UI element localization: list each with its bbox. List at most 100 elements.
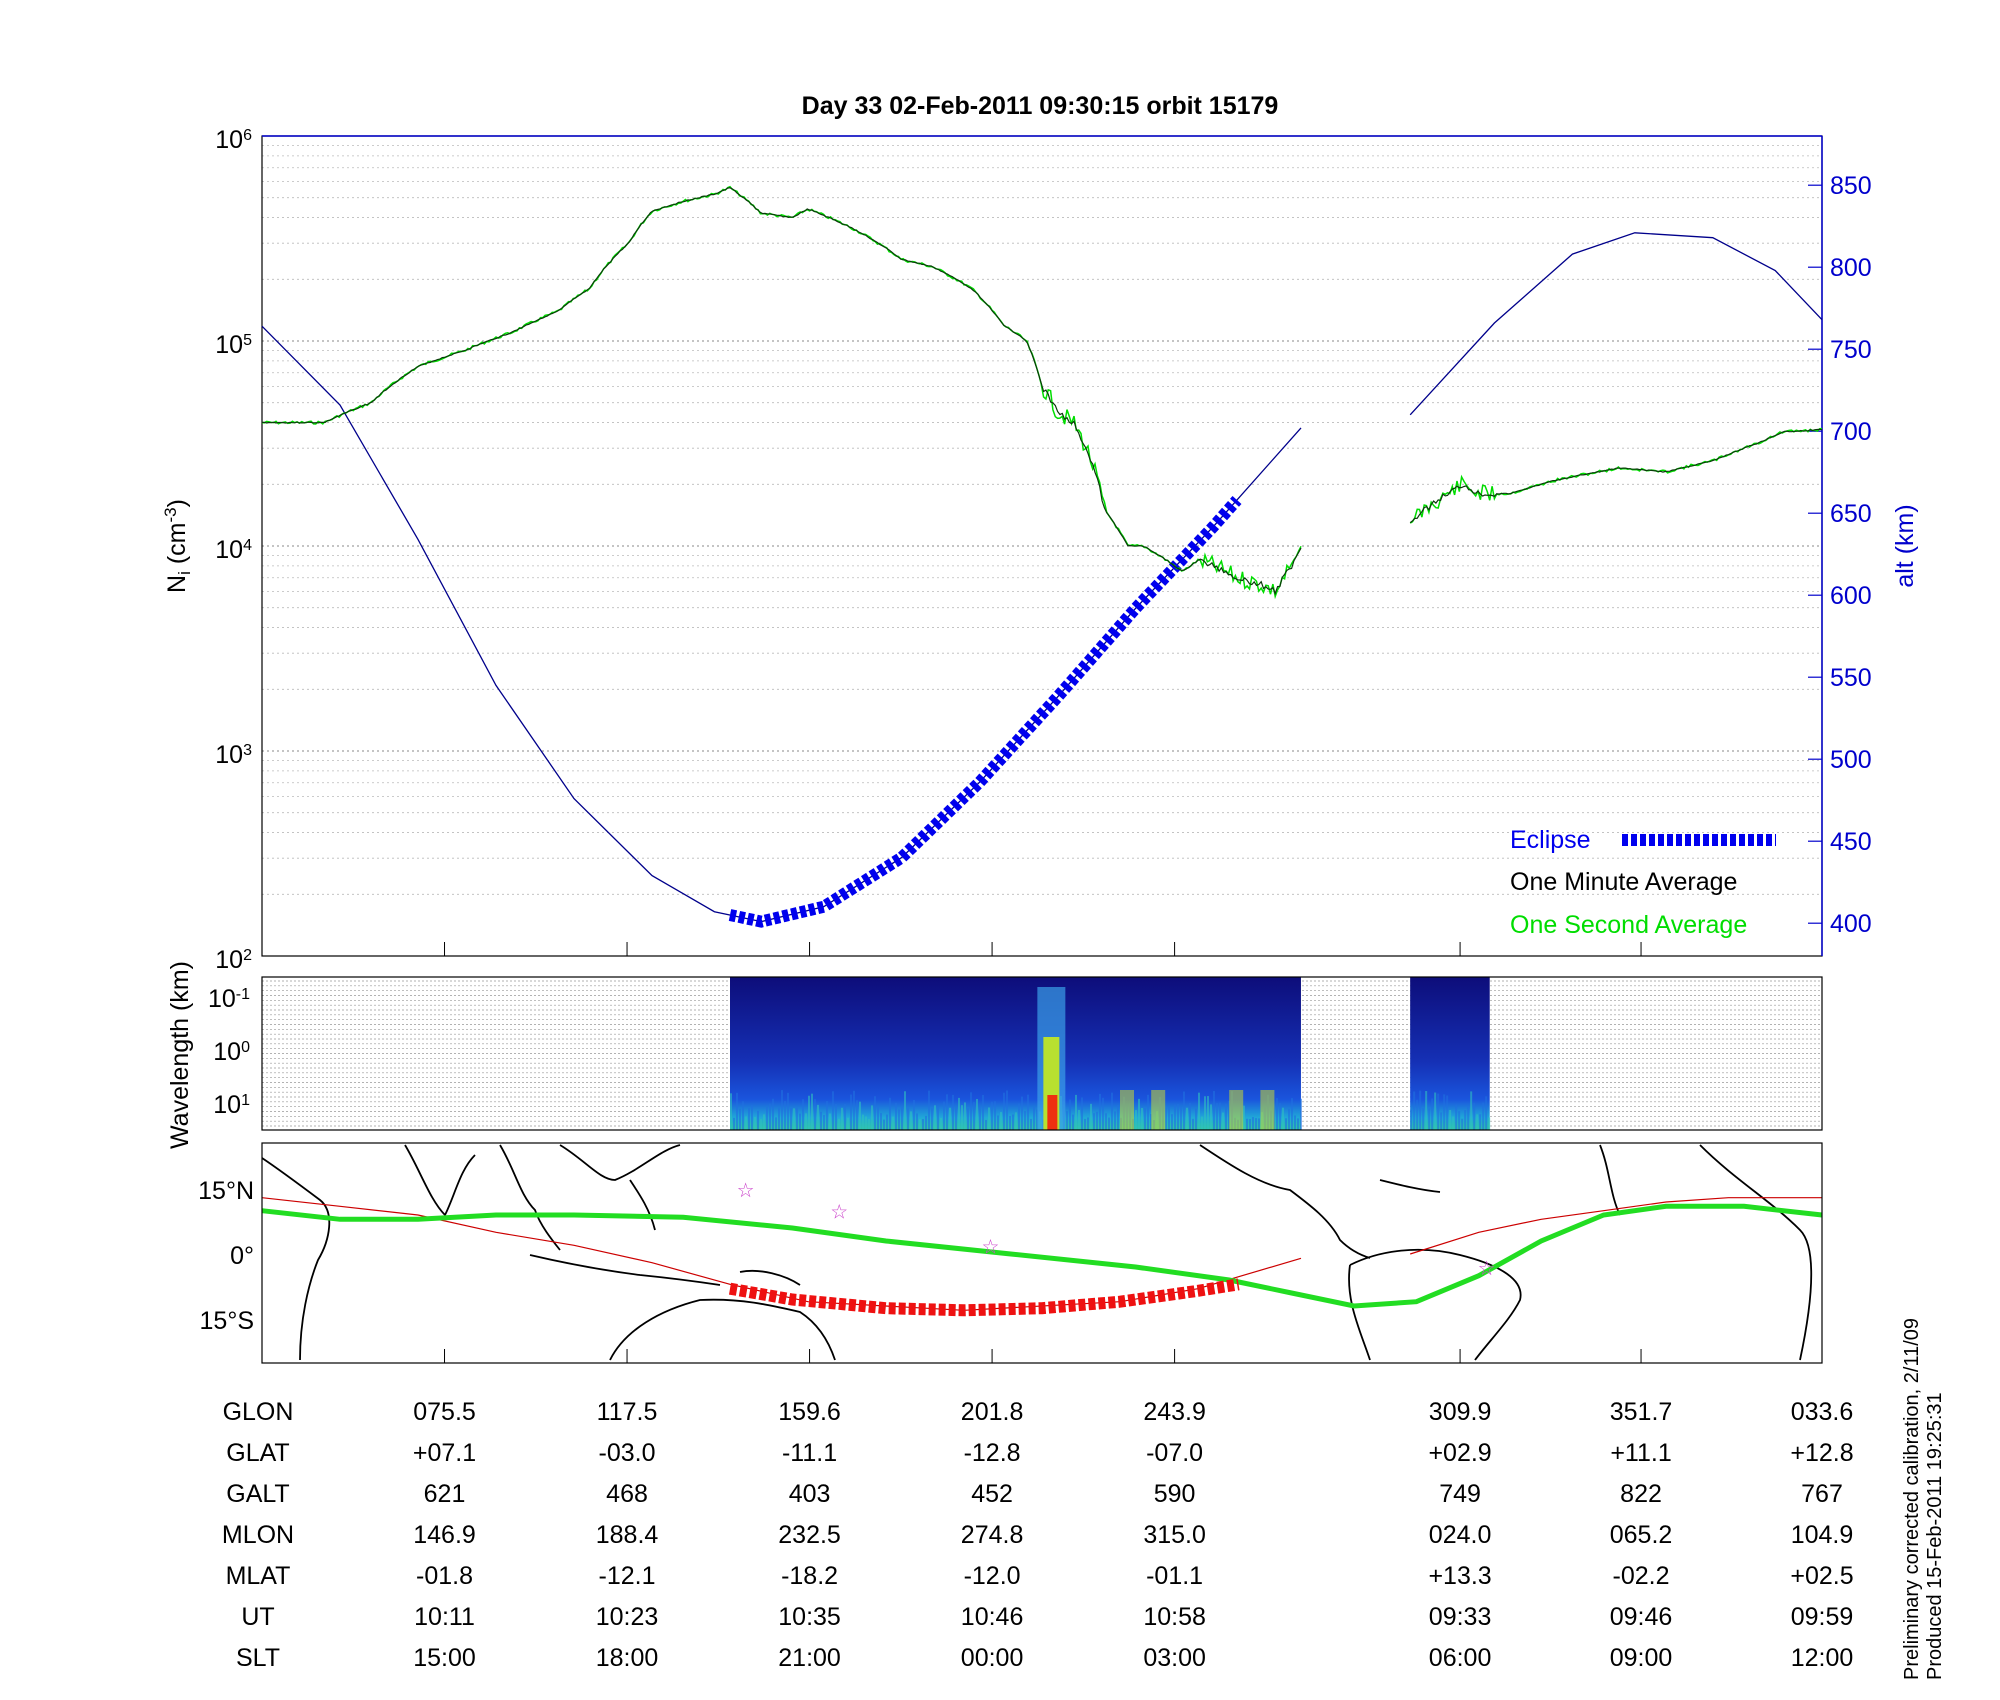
spectrogram-streak [1410, 1109, 1413, 1130]
table-cell: 10:11 [414, 1603, 475, 1631]
spectrogram-streak [1105, 1113, 1107, 1130]
table-cell: 12:00 [1791, 1644, 1854, 1672]
table-cell: 351.7 [1610, 1398, 1673, 1426]
spectrogram-streak [1452, 1116, 1455, 1130]
spectrogram-streak [1425, 1090, 1428, 1130]
spectrogram-streak [1018, 1103, 1020, 1130]
spectrogram-streak [1099, 1093, 1101, 1130]
spectrogram-streak [1081, 1097, 1083, 1130]
table-cell: 03:00 [1143, 1644, 1206, 1672]
produced-note: Produced 15-Feb-2011 19:25:31 [1924, 1392, 1946, 1680]
table-cell: 10:46 [961, 1603, 1024, 1631]
spectrogram-streak [1147, 1094, 1149, 1130]
density-y-label: Ni (cm-3) [161, 499, 195, 593]
spectrogram-streak [1096, 1111, 1098, 1130]
spectrogram-y-tick-label: 10-1 [208, 985, 250, 1013]
altitude-axis-label: alt (km) [1891, 504, 1919, 587]
spectrogram-streak [1213, 1090, 1215, 1130]
spectrogram-streak [1006, 1090, 1008, 1130]
spectrogram-block [1410, 977, 1490, 1130]
spectrogram-streak [1192, 1118, 1194, 1130]
table-cell: 15:00 [413, 1644, 476, 1672]
altitude-tick-label: 800 [1830, 254, 1872, 282]
spectrogram-streak [1419, 1090, 1422, 1130]
spectrogram-streak [799, 1113, 801, 1130]
spectrogram-streak [1249, 1119, 1251, 1130]
map-model-track-2 [1410, 1197, 1822, 1255]
spectrogram-y-label: Wavelength (km) [166, 961, 194, 1149]
spectrogram-streak [1291, 1098, 1293, 1130]
spectrogram-streak [841, 1107, 843, 1130]
spectrogram-y-tick-label: 100 [213, 1038, 250, 1066]
spectrogram-streak [736, 1092, 738, 1130]
spectrogram-streak [1458, 1111, 1461, 1130]
spectrogram-streak [775, 1117, 777, 1130]
map-eclipse-track [728, 1278, 1240, 1317]
spectrogram-streak [1030, 1118, 1032, 1130]
spectrogram-streak [1297, 1118, 1299, 1130]
spectrogram-streak [757, 1110, 759, 1130]
altitude-tick-labels: 400 450 500 550 600 650 700 750 800 850 [1808, 172, 1872, 938]
spectrogram-streak [985, 1119, 987, 1130]
spectrogram-streak [1087, 1117, 1089, 1130]
table-cell: 749 [1439, 1480, 1481, 1508]
table-cell: 09:59 [1791, 1603, 1854, 1631]
spectrogram-streak [1470, 1091, 1473, 1130]
spectrogram-streak [733, 1117, 735, 1130]
spectrogram-streak [859, 1101, 861, 1130]
spectrogram-streak [1252, 1117, 1254, 1130]
spectrogram-streak [1449, 1109, 1452, 1130]
spectrogram-streak [1476, 1114, 1479, 1130]
map-gridlines [444, 1349, 1823, 1363]
spectrogram-streak [1431, 1098, 1434, 1130]
table-cell: 621 [424, 1480, 466, 1508]
table-cell: +12.8 [1790, 1439, 1853, 1467]
spectrogram-streak [751, 1105, 753, 1130]
spectrogram-streak [754, 1116, 756, 1130]
spectrogram-streak [946, 1094, 948, 1130]
asia-coastline [559, 1144, 681, 1181]
table-row-label: GLON [223, 1398, 294, 1426]
spectrogram-streak [1108, 1117, 1110, 1130]
table-row-label: UT [241, 1603, 274, 1631]
density-y-tick-label: 104 [215, 536, 252, 564]
spectrogram-streak [1243, 1105, 1245, 1130]
spectrogram-streak [787, 1092, 789, 1130]
coastline-outlines [261, 1144, 1813, 1361]
spectrogram-streak [1473, 1102, 1476, 1130]
spectrogram-streak [856, 1100, 858, 1130]
map-panel: ☆ ☆ ☆ ☆ 15°N 0° 15°S [198, 1142, 1823, 1364]
altitude-tick-label: 500 [1830, 746, 1872, 774]
map-star-icon: ☆ [830, 1202, 848, 1224]
altitude-tick-label: 550 [1830, 664, 1872, 692]
spectrogram-streak [994, 1101, 996, 1130]
table-cell: 468 [606, 1480, 648, 1508]
spectrogram-panel: 10-1 100 101 Wavelength (km) [166, 961, 1823, 1149]
spectrogram-streak [1285, 1118, 1287, 1130]
spectrogram-streak [889, 1097, 891, 1130]
table-cell: -03.0 [599, 1439, 656, 1467]
legend: Eclipse One Minute Average One Second Av… [1510, 826, 1776, 939]
spectrogram-streak [805, 1113, 807, 1130]
spectrogram-streak [1225, 1103, 1227, 1130]
density-y-tick-label: 102 [215, 946, 252, 974]
spectrogram-streak [1467, 1105, 1470, 1130]
spectrogram-streak [1204, 1096, 1206, 1130]
spectrogram-streak [850, 1094, 852, 1130]
spectrogram-streak [838, 1118, 840, 1130]
spectrogram-streak [1228, 1101, 1230, 1130]
spectrogram-streak [1488, 1117, 1491, 1130]
spectrogram-streak [1183, 1091, 1185, 1130]
spectrogram-streak [1171, 1114, 1173, 1130]
spectrogram-streak [1084, 1118, 1086, 1130]
spectrogram-streak [1201, 1116, 1203, 1130]
spectrogram-streak [1138, 1098, 1140, 1130]
spectrogram-streak [892, 1116, 894, 1130]
spectrogram-streak [1009, 1115, 1011, 1130]
south-america-west-coastline [1348, 1264, 1371, 1361]
spectrogram-streak [871, 1105, 873, 1130]
spectrogram-streak [1144, 1108, 1146, 1130]
table-cell: -12.1 [599, 1562, 656, 1590]
table-cell: 315.0 [1143, 1521, 1206, 1549]
